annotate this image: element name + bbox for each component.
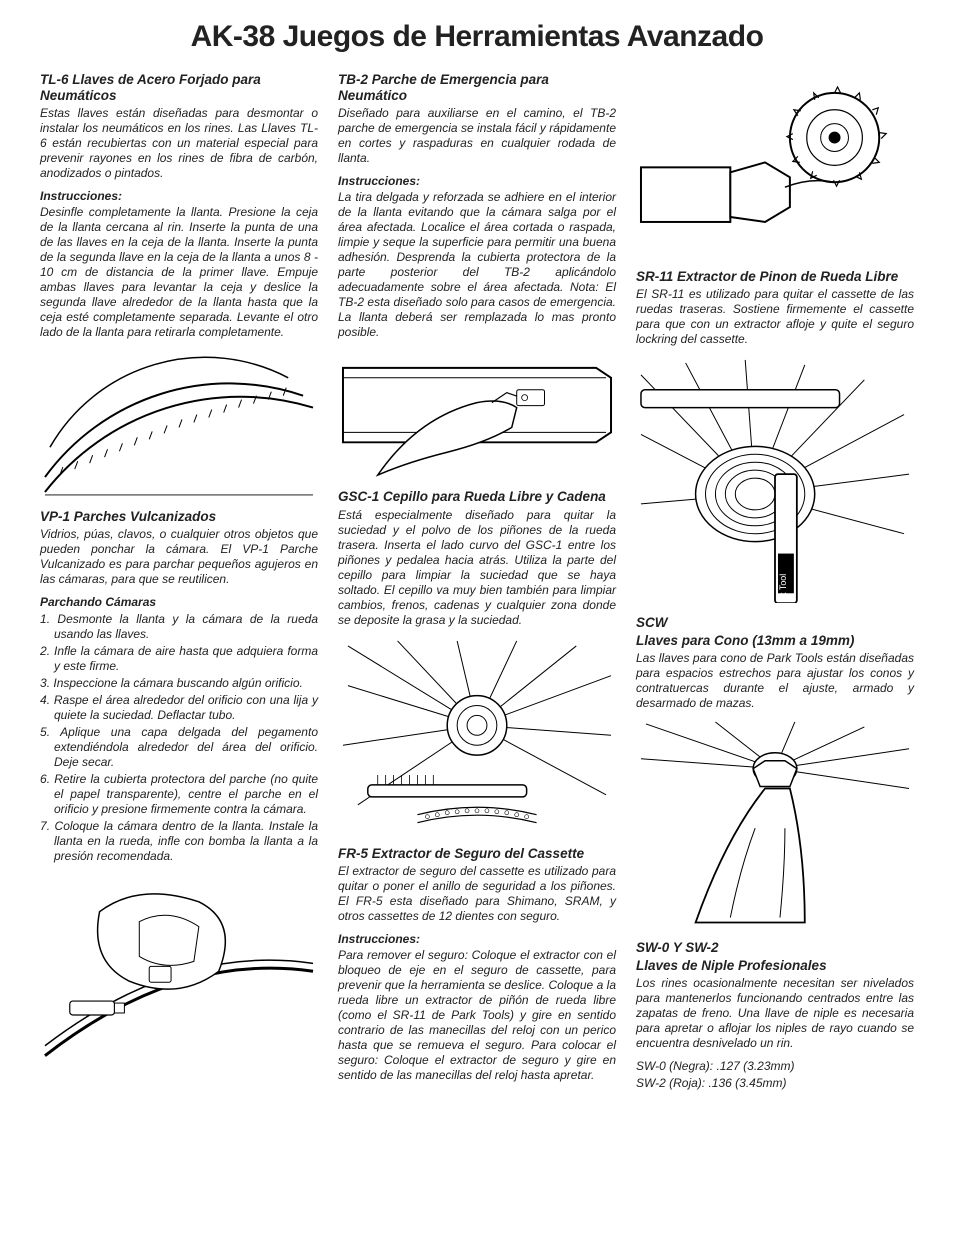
list-item: Desmonte la llanta y la cámara de la rue… [40, 612, 318, 642]
tb2-heading: TB-2 Parche de Emergencia para Neumático [338, 72, 616, 104]
tl6-instr: Desinfle completamente la llanta. Presio… [40, 205, 318, 340]
sr11-illustration-cassette: k Tool [636, 355, 914, 603]
fr5-body: El extractor de seguro del cassette es u… [338, 864, 616, 924]
tl6-instr-label: Instrucciones: [40, 189, 318, 203]
scw-body: Las llaves para cono de Park Tools están… [636, 651, 914, 711]
scw-heading-b: Llaves para Cono (13mm a 19mm) [636, 633, 914, 649]
gsc1-heading: GSC-1 Cepillo para Rueda Libre y Cadena [338, 489, 616, 505]
fr5-instr-label: Instrucciones: [338, 932, 616, 946]
vp1-body: Vidrios, púas, clavos, o cualquier otros… [40, 527, 318, 587]
column-1: TL-6 Llaves de Acero Forjado para Neumát… [40, 72, 318, 1099]
sw-body: Los rines ocasionalmente necesitan ser n… [636, 976, 914, 1051]
svg-text:k Tool: k Tool [778, 574, 788, 597]
page-title: AK-38 Juegos de Herramientas Avanzado [40, 20, 914, 54]
sw-heading-b: Llaves de Niple Profesionales [636, 958, 914, 974]
tb2-instr-label: Instrucciones: [338, 174, 616, 188]
list-item: Coloque la cámara dentro de la llanta. I… [40, 819, 318, 864]
list-item: Retire la cubierta protectora del parche… [40, 772, 318, 817]
sw-heading-a: SW-0 Y SW-2 [636, 940, 914, 956]
tl6-body: Estas llaves están diseñadas para desmon… [40, 106, 318, 181]
sr11-body: El SR-11 es utilizado para quitar el cas… [636, 287, 914, 347]
list-item: Inspeccione la cámara buscando algún ori… [40, 676, 318, 691]
tb2-illustration [338, 348, 616, 477]
column-3: SR-11 Extractor de Pinon de Rueda Libre … [636, 72, 914, 1099]
column-2: TB-2 Parche de Emergencia para Neumático… [338, 72, 616, 1099]
columns-container: TL-6 Llaves de Acero Forjado para Neumát… [40, 72, 914, 1099]
gsc1-illustration [338, 636, 616, 835]
list-item: Infle la cámara de aire hasta que adquie… [40, 644, 318, 674]
sr11-illustration-top [636, 78, 914, 257]
sw-spec2: SW-2 (Roja): .136 (3.45mm) [636, 1076, 914, 1091]
sw-spec1: SW-0 (Negra): .127 (3.23mm) [636, 1059, 914, 1074]
tb2-body: Diseñado para auxiliarse en el camino, e… [338, 106, 616, 166]
list-item: Aplique una capa delgada del pegamento e… [40, 725, 318, 770]
scw-heading-a: SCW [636, 615, 914, 631]
vp1-illustration [40, 872, 318, 1061]
fr5-instr: Para remover el seguro: Coloque el extra… [338, 948, 616, 1083]
tl6-heading: TL-6 Llaves de Acero Forjado para Neumát… [40, 72, 318, 104]
tb2-instr: La tira delgada y reforzada se adhiere e… [338, 190, 616, 340]
fr5-heading: FR-5 Extractor de Seguro del Cassette [338, 846, 616, 862]
scw-illustration [636, 719, 914, 928]
tl6-illustration [40, 348, 318, 497]
vp1-heading: VP-1 Parches Vulcanizados [40, 509, 318, 525]
vp1-sub: Parchando Cámaras [40, 595, 318, 609]
sr11-heading: SR-11 Extractor de Pinon de Rueda Libre [636, 269, 914, 285]
gsc1-body: Está especialmente diseñado para quitar … [338, 508, 616, 628]
list-item: Raspe el área alrededor del orificio con… [40, 693, 318, 723]
vp1-steps: Desmonte la llanta y la cámara de la rue… [40, 612, 318, 864]
